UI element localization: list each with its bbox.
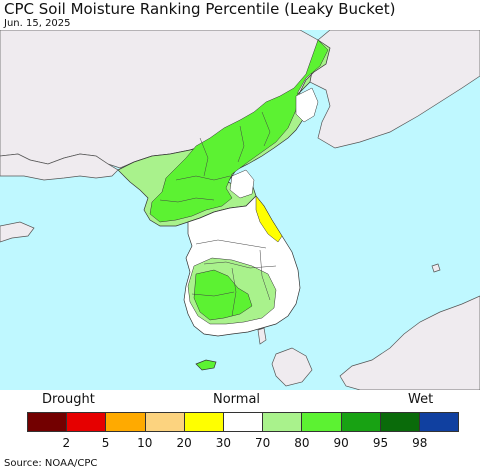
legend-tick-label: 80 [294, 436, 310, 450]
legend-tick-label: 90 [333, 436, 349, 450]
border-line-1 [175, 175, 231, 181]
jeju-island [195, 359, 217, 371]
legend-tick-label: 70 [254, 436, 271, 450]
legend-tick-label: 30 [215, 436, 231, 450]
border-line-9 [259, 249, 271, 301]
border-line-3 [237, 125, 245, 163]
legend-tick-label: 98 [412, 436, 428, 450]
south-korea-southwest-wet [193, 269, 253, 321]
border-line-5 [159, 197, 215, 203]
legend-swatch [223, 413, 264, 431]
map-title: CPC Soil Moisture Ranking Percentile (Le… [4, 0, 396, 18]
legend-tick-label: 20 [176, 436, 192, 450]
legend-normal-label: Normal [213, 392, 261, 407]
map-date: Jun. 15, 2025 [4, 18, 71, 29]
border-line-4 [261, 111, 271, 147]
legend-swatch [28, 413, 68, 431]
legend-swatch [67, 413, 107, 431]
legend-swatch [263, 413, 303, 431]
korea-soil-moisture-map [0, 30, 480, 390]
south-korea-east-coast-dry [255, 195, 283, 243]
legend-swatch [341, 413, 381, 431]
border-line-8 [231, 267, 237, 317]
border-line-2 [199, 137, 209, 177]
japan-honshu [339, 295, 480, 390]
legend-swatch [419, 413, 459, 431]
japan-kyushu [271, 347, 313, 387]
admin-borders [159, 111, 277, 317]
source-credit: Source: NOAA/CPC [4, 458, 98, 469]
north-korea-northeast-normal [295, 87, 319, 123]
legend-color-bar [27, 412, 459, 432]
legend-swatch [145, 413, 185, 431]
border-line-10 [191, 291, 235, 297]
legend-tick-label: 5 [101, 436, 110, 450]
tsushima-island [257, 327, 267, 345]
legend-tick-label: 10 [137, 436, 153, 450]
legend-swatch [302, 413, 342, 431]
legend-drought-label: Drought [42, 392, 95, 407]
border-line-7 [203, 261, 277, 269]
legend-tick-label: 95 [372, 436, 389, 450]
legend-tick-label: 2 [62, 436, 71, 450]
border-line-6 [195, 239, 267, 249]
legend-wet-label: Wet [408, 392, 434, 407]
legend-swatch [106, 413, 146, 431]
legend-swatch [380, 413, 420, 431]
north-korea-southeast-normal [229, 169, 255, 199]
legend-swatch [184, 413, 224, 431]
legend-tick-labels: 2 5 10 20 30 70 80 90 95 98 [27, 436, 459, 452]
shandong-coast [0, 221, 35, 243]
oki-island [431, 263, 441, 273]
